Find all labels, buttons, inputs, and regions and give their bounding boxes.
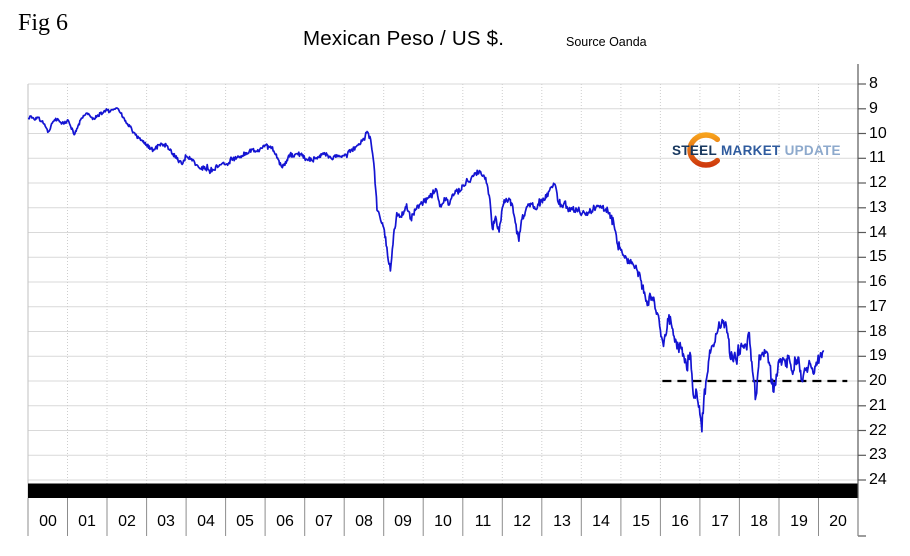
x-tick-label: 19: [790, 513, 808, 530]
y-tick-label: 10: [869, 125, 887, 142]
x-tick-label: 16: [671, 513, 689, 530]
logo-word-update: UPDATE: [784, 142, 841, 158]
x-tick-label: 01: [78, 513, 96, 530]
y-tick-label: 19: [869, 347, 887, 364]
y-tick-label: 24: [869, 471, 887, 488]
x-tick-label: 07: [315, 513, 333, 530]
x-tick-label: 12: [513, 513, 531, 530]
chart-title: Mexican Peso / US $.: [303, 27, 505, 50]
source-label: Source Oanda: [566, 35, 647, 49]
x-tick-label: 00: [39, 513, 57, 530]
x-tick-label: 17: [711, 513, 729, 530]
y-tick-label: 11: [869, 149, 886, 166]
x-tick-label: 04: [197, 513, 215, 530]
x-tick-label: 15: [632, 513, 650, 530]
logo-swoosh-icon: [687, 132, 721, 168]
y-tick-label: 12: [869, 174, 887, 191]
x-tick-label: 08: [355, 513, 373, 530]
y-tick-label: 18: [869, 323, 887, 340]
x-tick-label: 05: [236, 513, 254, 530]
x-tick-label: 14: [592, 513, 610, 530]
logo-text: STEEL MARKET UPDATE: [672, 128, 843, 172]
y-tick-label: 22: [869, 422, 887, 439]
y-tick-label: 17: [869, 298, 887, 315]
y-tick-label: 23: [869, 446, 887, 463]
bottom-black-bar: [28, 483, 858, 498]
y-tick-label: 8: [869, 75, 878, 92]
y-tick-label: 15: [869, 248, 887, 265]
x-tick-label: 06: [276, 513, 294, 530]
y-tick-label: 13: [869, 199, 887, 216]
y-tick-label: 16: [869, 273, 887, 290]
price-line: [27, 107, 825, 433]
y-tick-label: 14: [869, 224, 887, 241]
x-tick-label: 20: [829, 513, 847, 530]
smu-logo: STEEL MARKET UPDATE: [668, 128, 843, 172]
logo-word-steel: STEEL: [672, 142, 718, 158]
x-tick-label: 18: [750, 513, 768, 530]
x-tick-label: 02: [118, 513, 136, 530]
logo-word-market: MARKET: [721, 142, 781, 158]
y-tick-label: 21: [869, 397, 887, 414]
x-tick-label: 10: [434, 513, 452, 530]
y-tick-label: 9: [869, 100, 878, 117]
figure-label: Fig 6: [18, 10, 69, 36]
x-tick-label: 13: [553, 513, 571, 530]
x-tick-label: 11: [474, 513, 492, 530]
y-tick-label: 20: [869, 372, 887, 389]
x-tick-label: 03: [157, 513, 175, 530]
x-tick-label: 09: [394, 513, 412, 530]
